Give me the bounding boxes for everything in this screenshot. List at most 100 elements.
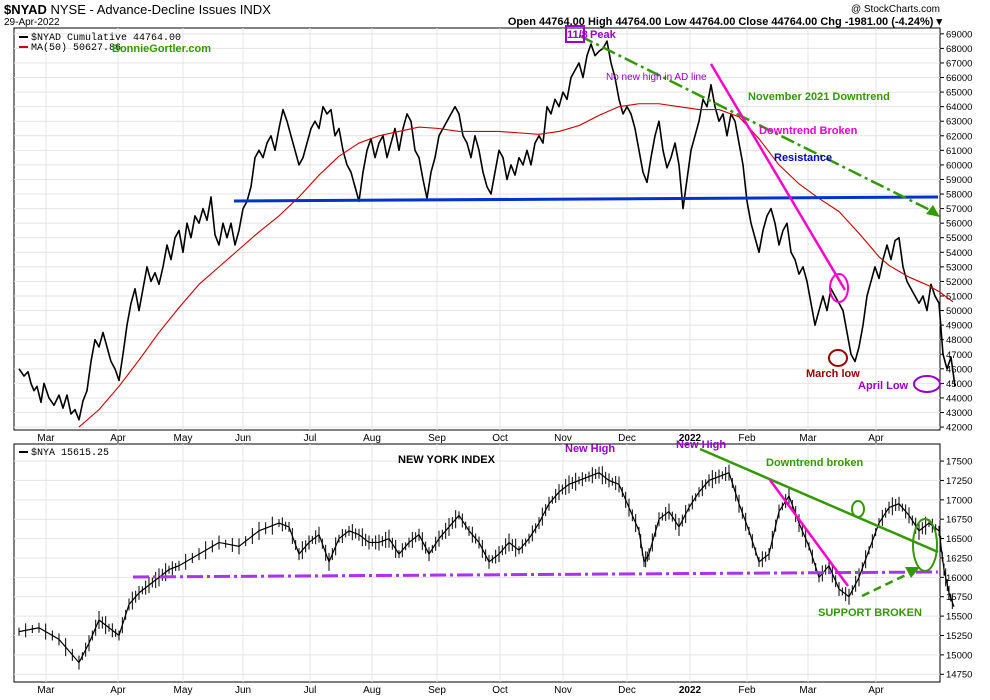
ad-x-tick-label: Jun	[235, 433, 251, 444]
nya-y-tick-label: 14750	[946, 670, 972, 681]
legend-swatch-ma	[19, 46, 28, 48]
ad-y-tick-label: 49000	[946, 321, 972, 332]
ad-downtrend-line	[709, 63, 847, 291]
legend-nya: $NYA 15615.25	[31, 447, 109, 459]
ad-x-tick-label: Oct	[492, 433, 508, 444]
nya-x-tick-label: Aug	[363, 685, 381, 696]
april-low-circle	[913, 375, 941, 393]
legend-ma50: MA(50) 50627.86	[31, 42, 121, 54]
annotation-support-broken: SUPPORT BROKEN	[818, 607, 922, 619]
ad-x-tick-label: 2022	[679, 433, 702, 444]
nya-series	[18, 464, 955, 670]
ad-y-tick-label: 48000	[946, 335, 972, 346]
annotation-march-low: March low	[806, 368, 860, 380]
support-line	[132, 570, 939, 579]
ad-y-tick-label: 61000	[946, 146, 972, 157]
ad-cumulative-line	[18, 40, 956, 421]
nya-y-tick-label: 15500	[946, 612, 972, 623]
ad-y-tick-label: 42000	[946, 423, 972, 434]
support-broken-arrowhead	[905, 567, 920, 578]
nya-y-tick-label: 17000	[946, 495, 972, 506]
ad-y-tick-label: 44000	[946, 393, 972, 404]
downtrend-arrowhead	[926, 205, 940, 217]
ad-y-tick-label: 62000	[946, 131, 972, 142]
ad-y-tick-label: 54000	[946, 248, 972, 259]
nya-gridlines	[14, 444, 940, 682]
ad-y-tick-label: 47000	[946, 350, 972, 361]
symbol-description: NYSE - Advance-Decline Issues INDX	[50, 2, 271, 17]
ad-y-tick-label: 68000	[946, 44, 972, 55]
ad-x-tick-label: Apr	[868, 433, 884, 444]
ad-y-tick-label: 52000	[946, 277, 972, 288]
annotation-peak: Peak	[590, 29, 617, 41]
ad-x-tick-label: Mar	[799, 433, 817, 444]
nya-x-tick-label: 2022	[679, 685, 702, 696]
nya-x-tick-label: Mar	[37, 685, 55, 696]
ad-x-tick-label: Mar	[37, 433, 55, 444]
symbol-title: $NYAD NYSE - Advance-Decline Issues INDX	[4, 2, 271, 17]
ad-y-tick-label: 55000	[946, 233, 972, 244]
nya-x-tick-label: Dec	[618, 685, 636, 696]
ad-y-tick-label: 43000	[946, 408, 972, 419]
annotation-downtrend-broken-nya: Downtrend broken	[766, 457, 863, 469]
nya-x-tick-label: Mar	[799, 685, 817, 696]
breakout-oval	[851, 500, 865, 518]
annotation-resistance: Resistance	[774, 152, 832, 164]
ad-line-panel	[13, 27, 941, 431]
peak-box	[565, 25, 585, 43]
nya-x-axis: Mar Apr May Jun Jul Aug Sep Oct Nov Dec 2022 Feb Mar…	[37, 685, 884, 696]
ad-y-tick-label: 69000	[946, 29, 972, 40]
ad-y-tick-label: 45000	[946, 379, 972, 390]
ad-y-tick-label: 56000	[946, 219, 972, 230]
ad-x-tick-label: Sep	[428, 433, 446, 444]
ad-y-tick-label: 59000	[946, 175, 972, 186]
nya-pink-trendline	[768, 479, 850, 587]
ad-x-tick-label: Nov	[554, 433, 572, 444]
resistance-line	[233, 195, 939, 203]
nya-x-tick-label: Jul	[304, 685, 317, 696]
nya-title: NEW YORK INDEX	[398, 454, 496, 466]
nya-x-tick-label: Oct	[492, 685, 508, 696]
nya-x-tick-label: Feb	[738, 685, 756, 696]
breakout-circle	[829, 273, 849, 303]
ad-x-tick-label: Apr	[110, 433, 126, 444]
ad-ma50-line	[78, 103, 954, 428]
nya-y-tick-label: 16250	[946, 553, 972, 564]
legend-swatch-nya	[19, 451, 28, 453]
nya-y-tick-label: 15000	[946, 650, 972, 661]
nya-y-tick-label: 16750	[946, 515, 972, 526]
ad-x-tick-label: Feb	[738, 433, 756, 444]
ad-series	[18, 40, 956, 428]
annotation-new-high-1: New High	[565, 443, 615, 455]
nya-x-tick-label: Nov	[554, 685, 572, 696]
nya-y-tick-label: 17250	[946, 476, 972, 487]
annotation-november-downtrend: November 2021 Downtrend	[748, 91, 890, 103]
nya-y-axis: 14750 15000 15250 15500 15750 16000 16250 16500…	[940, 457, 972, 681]
ohlc-readout: Open 44764.00 High 44764.00 Low 44764.00…	[507, 16, 942, 28]
ad-x-tick-label: Dec	[618, 433, 636, 444]
november-downtrend-line	[579, 34, 939, 216]
ad-y-tick-label: 65000	[946, 88, 972, 99]
watermark: @ StockCharts.com	[850, 4, 940, 15]
ad-y-tick-label: 63000	[946, 117, 972, 128]
ad-x-tick-label: May	[174, 433, 193, 444]
ad-x-axis: Mar Apr May Jun Jul Aug Sep Oct Nov Dec 2022 Feb Mar…	[37, 433, 884, 444]
legend-nyad: $NYAD Cumulative 44764.00	[31, 32, 181, 44]
annotation-date: 11/8	[567, 29, 588, 41]
nya-x-tick-label: Sep	[428, 685, 446, 696]
nya-y-tick-label: 15250	[946, 631, 972, 642]
ad-x-tick-label: Aug	[363, 433, 381, 444]
chart-date: 29-Apr-2022	[4, 17, 60, 28]
ad-y-tick-label: 66000	[946, 73, 972, 84]
ad-gridlines	[14, 28, 940, 430]
nya-y-tick-label: 16500	[946, 534, 972, 545]
nya-y-tick-label: 17500	[946, 457, 972, 468]
nya-x-tick-label: Apr	[868, 685, 884, 696]
ad-y-tick-label: 60000	[946, 160, 972, 171]
annotation-new-high-2: New High	[676, 439, 726, 451]
legend-swatch-nyad	[19, 36, 28, 38]
support-broken-arrow	[861, 570, 913, 598]
ad-y-tick-label: 64000	[946, 102, 972, 113]
ad-x-tick-label: Jul	[304, 433, 317, 444]
